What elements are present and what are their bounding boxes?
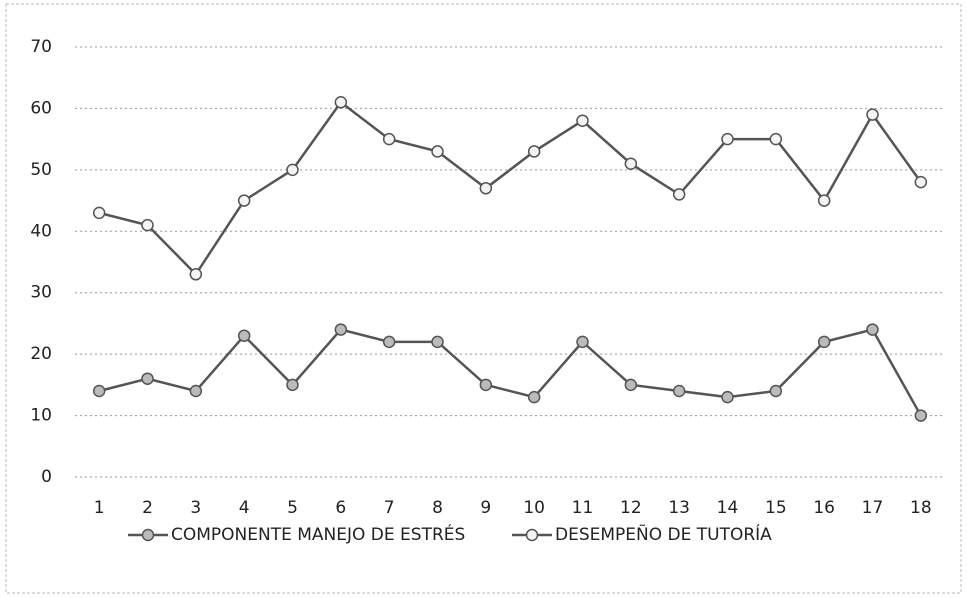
legend-label: DESEMPEÑO DE TUTORÍA — [555, 523, 772, 545]
point — [624, 157, 638, 170]
frame — [5, 3, 962, 594]
point — [431, 145, 444, 158]
point — [672, 384, 686, 398]
point — [721, 132, 734, 146]
point — [576, 114, 589, 127]
y-tick-label: 0 — [41, 467, 52, 487]
point — [576, 335, 589, 349]
x-tick-label: 16 — [813, 498, 835, 518]
y-tick-label: 40 — [30, 221, 52, 241]
point — [286, 163, 299, 177]
x-tick-label: 3 — [190, 498, 201, 518]
point — [382, 132, 396, 146]
point — [624, 378, 638, 392]
point — [769, 132, 783, 146]
point — [141, 372, 154, 385]
y-tick-label: 70 — [30, 37, 52, 57]
point — [672, 188, 686, 201]
point — [914, 409, 928, 422]
x-tick-label: 17 — [862, 498, 884, 518]
x-tick-label: 2 — [142, 498, 153, 518]
x-tick-label: 5 — [287, 498, 298, 518]
point — [431, 335, 444, 349]
point — [817, 335, 831, 349]
x-tick-label: 14 — [717, 498, 739, 518]
legend-label: COMPONENTE MANEJO DE ESTRÉS — [171, 523, 465, 545]
point — [286, 378, 299, 392]
point — [866, 108, 879, 121]
x-tick-label: 7 — [384, 498, 395, 518]
x-tick-label: 10 — [523, 498, 545, 518]
y-tick-label: 30 — [30, 283, 52, 303]
point — [237, 194, 251, 207]
x-tick-label: 9 — [480, 498, 491, 518]
series-line — [98, 328, 922, 417]
y-tick-label: 10 — [30, 406, 52, 426]
x-tick-label: 15 — [765, 498, 787, 518]
point — [817, 194, 831, 207]
legend-marker — [141, 528, 155, 542]
x-tick-label: 6 — [335, 498, 346, 518]
x-tick-label: 18 — [910, 498, 932, 518]
point — [527, 390, 541, 404]
point — [866, 323, 879, 336]
x-tick-label: 8 — [432, 498, 443, 518]
point — [914, 175, 928, 189]
x-tick-label: 11 — [572, 498, 594, 518]
series-line — [98, 100, 922, 277]
point — [769, 384, 783, 398]
legend-marker — [525, 528, 539, 542]
point — [92, 206, 106, 220]
point — [334, 323, 348, 336]
x-tick-label: 1 — [94, 498, 105, 518]
y-tick-label: 50 — [30, 160, 52, 180]
point — [334, 96, 348, 109]
point — [721, 390, 734, 404]
x-tick-label: 4 — [239, 498, 250, 518]
point — [479, 182, 493, 195]
point — [237, 329, 251, 342]
point — [382, 335, 396, 349]
x-tick-label: 13 — [668, 498, 690, 518]
point — [479, 378, 493, 392]
y-tick-label: 20 — [30, 344, 52, 364]
y-tick-label: 60 — [30, 98, 52, 118]
point — [527, 145, 541, 158]
point — [92, 384, 106, 398]
x-tick-label: 12 — [620, 498, 642, 518]
point — [141, 218, 154, 232]
point — [189, 384, 203, 398]
point — [189, 268, 203, 281]
